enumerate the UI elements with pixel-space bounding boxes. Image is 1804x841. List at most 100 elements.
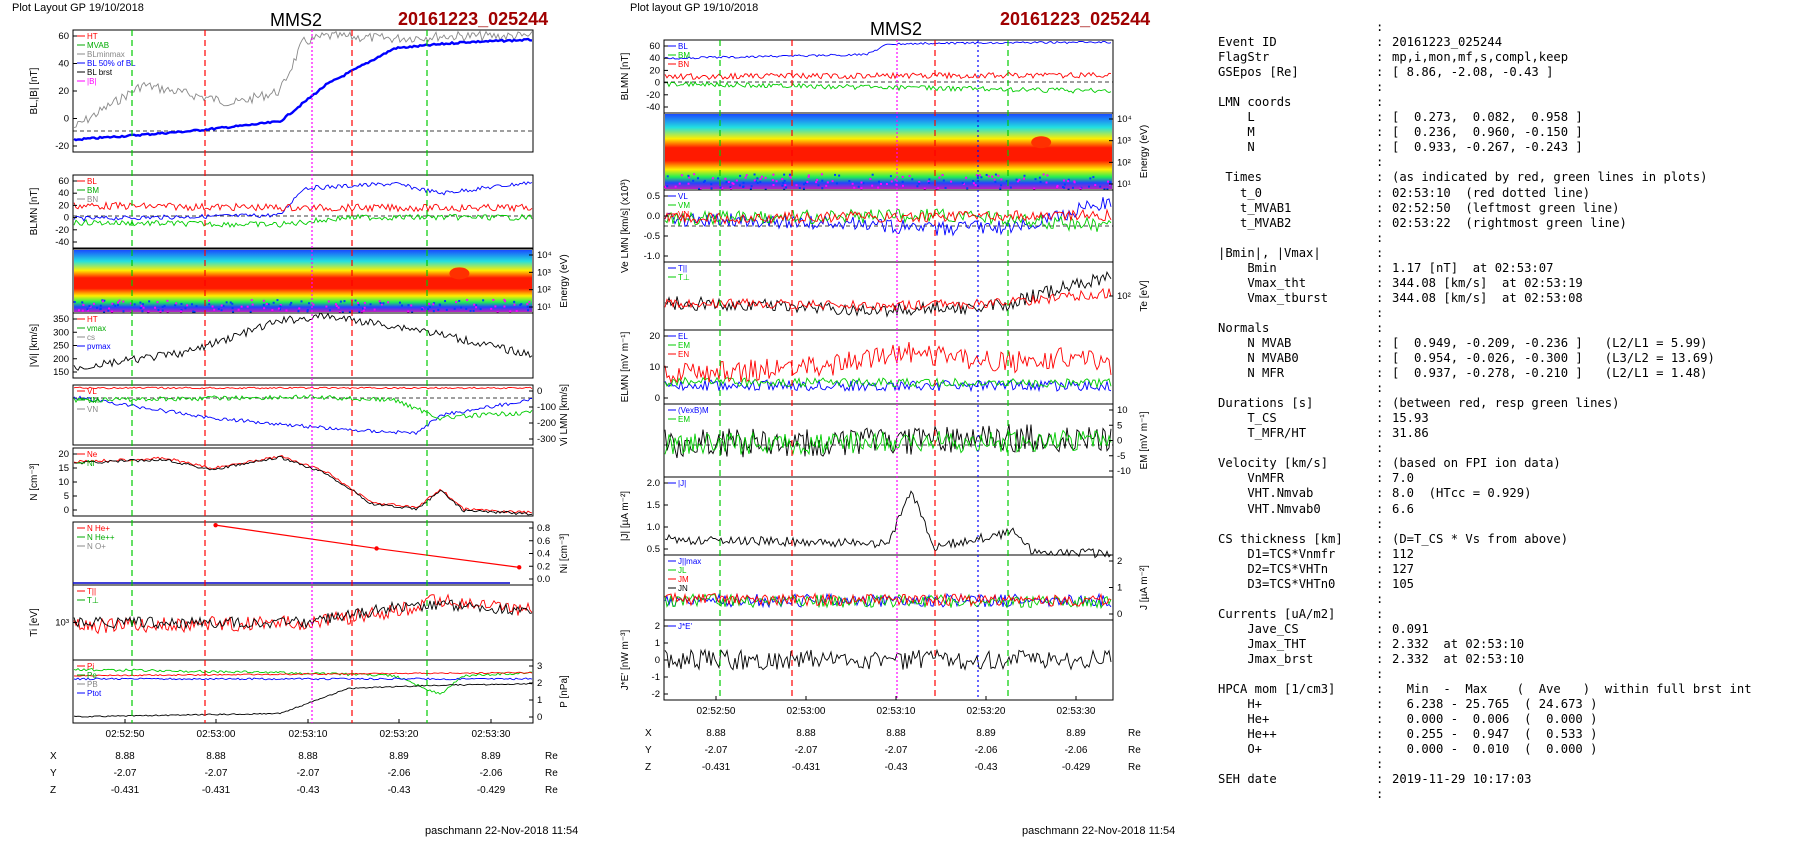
spectrogram-speckle (1063, 186, 1066, 189)
spectrogram-speckle (789, 173, 792, 176)
spectrogram-speckle (877, 186, 880, 189)
spectrogram-speckle (764, 176, 767, 179)
spectrogram-speckle (674, 185, 677, 188)
spectrogram-speckle (781, 178, 784, 181)
info-value: 02:52:50 (leftmost green line) (1392, 200, 1620, 215)
spectrogram-speckle (928, 178, 931, 181)
info-colon: : (1376, 320, 1384, 335)
left-header: Plot Layout GP 19/10/2018 (12, 2, 144, 14)
x-tick-label: 02:52:50 (697, 706, 736, 717)
info-value: mp,i,mon,mf,s,compl,keep (1392, 50, 1569, 65)
spectrogram-speckle (433, 302, 436, 305)
legend-label: JN (678, 584, 688, 593)
spectrogram-speckle (73, 301, 76, 304)
spectrogram-speckle (513, 300, 516, 303)
spectrogram-speckle (972, 179, 975, 182)
spectrogram-speckle (1056, 184, 1059, 187)
y-axis-label: Energy (eV) (1139, 125, 1150, 178)
info-colon: : (1376, 697, 1384, 712)
info-value: 112 (1392, 546, 1415, 561)
panel-2: 10⁴ 10³ 10² 10¹ Energy (eV) (72, 248, 570, 314)
spectrogram-speckle (262, 299, 265, 302)
spectrogram-speckle (692, 179, 695, 182)
info-colon: : (1376, 140, 1384, 155)
spectrogram-speckle (1033, 187, 1036, 190)
spectrogram-speckle (869, 177, 872, 180)
info-colon: : (1376, 396, 1384, 411)
spectrogram-speckle (731, 182, 734, 185)
y-axis-label: BLMN [nT] (620, 52, 631, 100)
spectrogram-speckle (122, 300, 125, 303)
spectrogram-speckle (821, 187, 824, 190)
y-tick-label: 60 (58, 176, 69, 187)
y-tick-label: 0 (537, 386, 542, 397)
trace-vl (664, 197, 1112, 237)
trace-te (664, 271, 1112, 318)
info-colon: : (1376, 215, 1384, 230)
spectrogram-speckle (246, 305, 249, 308)
spectrogram-speckle (1018, 178, 1021, 181)
spectrogram-speckle (1039, 180, 1042, 183)
info-value: 0.000 - 0.006 ( 0.000 ) (1392, 712, 1598, 727)
info-row: Jmax_THT:2.332 at 02:53:10 (1218, 637, 1800, 652)
spectrogram-speckle (148, 300, 151, 303)
panel-frame (72, 659, 534, 724)
legend-label: BL brst (87, 68, 113, 77)
trace-bl (73, 181, 533, 222)
y-tick-label: -40 (646, 102, 660, 113)
spectrogram-speckle (363, 301, 366, 304)
trace-bn (664, 80, 1112, 94)
info-value: 105 (1392, 576, 1415, 591)
spectrogram-speckle (974, 184, 977, 187)
y-axis-label: P [nPa] (559, 675, 570, 708)
spectrogram-speckle (687, 174, 690, 177)
y-axis-label: Ni [cm⁻³] (559, 533, 570, 573)
info-key: N MFR (1218, 366, 1285, 381)
coord-value: -2.07 (297, 768, 320, 779)
info-row: VnMFR:7.0 (1218, 471, 1800, 486)
spectrogram-speckle (411, 311, 414, 314)
coord-value: 8.89 (1066, 728, 1086, 739)
spectrogram-speckle (298, 307, 301, 310)
trace-tperp (73, 599, 533, 630)
spectrogram-speckle (802, 187, 805, 190)
info-key (1218, 517, 1376, 532)
info-row: : (1218, 155, 1800, 170)
spectrogram-speckle (994, 180, 997, 183)
spectrogram-speckle (871, 173, 874, 176)
spectrogram-speckle (81, 309, 84, 312)
info-row: D3=TCS*VHTn0:105 (1218, 577, 1800, 592)
spectrogram-speckle (343, 300, 346, 303)
spectrogram-speckle (1108, 183, 1111, 186)
info-value: 127 (1392, 561, 1415, 576)
spectrogram-speckle (853, 186, 856, 189)
spectrogram-speckle (222, 304, 225, 307)
y-tick-label: 0 (64, 114, 69, 125)
spectrogram-speckle (308, 302, 311, 305)
coord-value: -2.07 (114, 768, 137, 779)
spectrogram-speckle (300, 300, 303, 303)
right-header: Plot layout GP 19/10/2018 (630, 2, 759, 14)
spectrogram-speckle (759, 177, 762, 180)
info-colon: : (1376, 456, 1384, 471)
trace-em (664, 376, 1112, 390)
spectrogram-speckle (1079, 187, 1082, 190)
spectrogram-speckle (133, 303, 136, 306)
info-colon: : (1376, 426, 1384, 441)
spectrogram-speckle (688, 176, 691, 179)
spectrogram-speckle (1089, 177, 1092, 180)
info-row: t_MVAB1:02:52:50 (leftmost green line) (1218, 201, 1800, 216)
y-tick-label: 0.6 (537, 536, 550, 547)
spectrogram-speckle (526, 303, 529, 306)
spectrogram-speckle (756, 177, 759, 180)
x-tick-label: 02:53:10 (877, 706, 916, 717)
info-row: Normals: (1218, 321, 1800, 336)
spectrogram-speckle (180, 309, 183, 312)
y-tick-label: 1.5 (647, 500, 660, 511)
info-key (1218, 80, 1376, 95)
spectrogram-speckle (1061, 186, 1064, 189)
coord-value: 8.88 (886, 728, 906, 739)
panel-frame (663, 554, 1114, 621)
spectrogram-speckle (878, 180, 881, 183)
